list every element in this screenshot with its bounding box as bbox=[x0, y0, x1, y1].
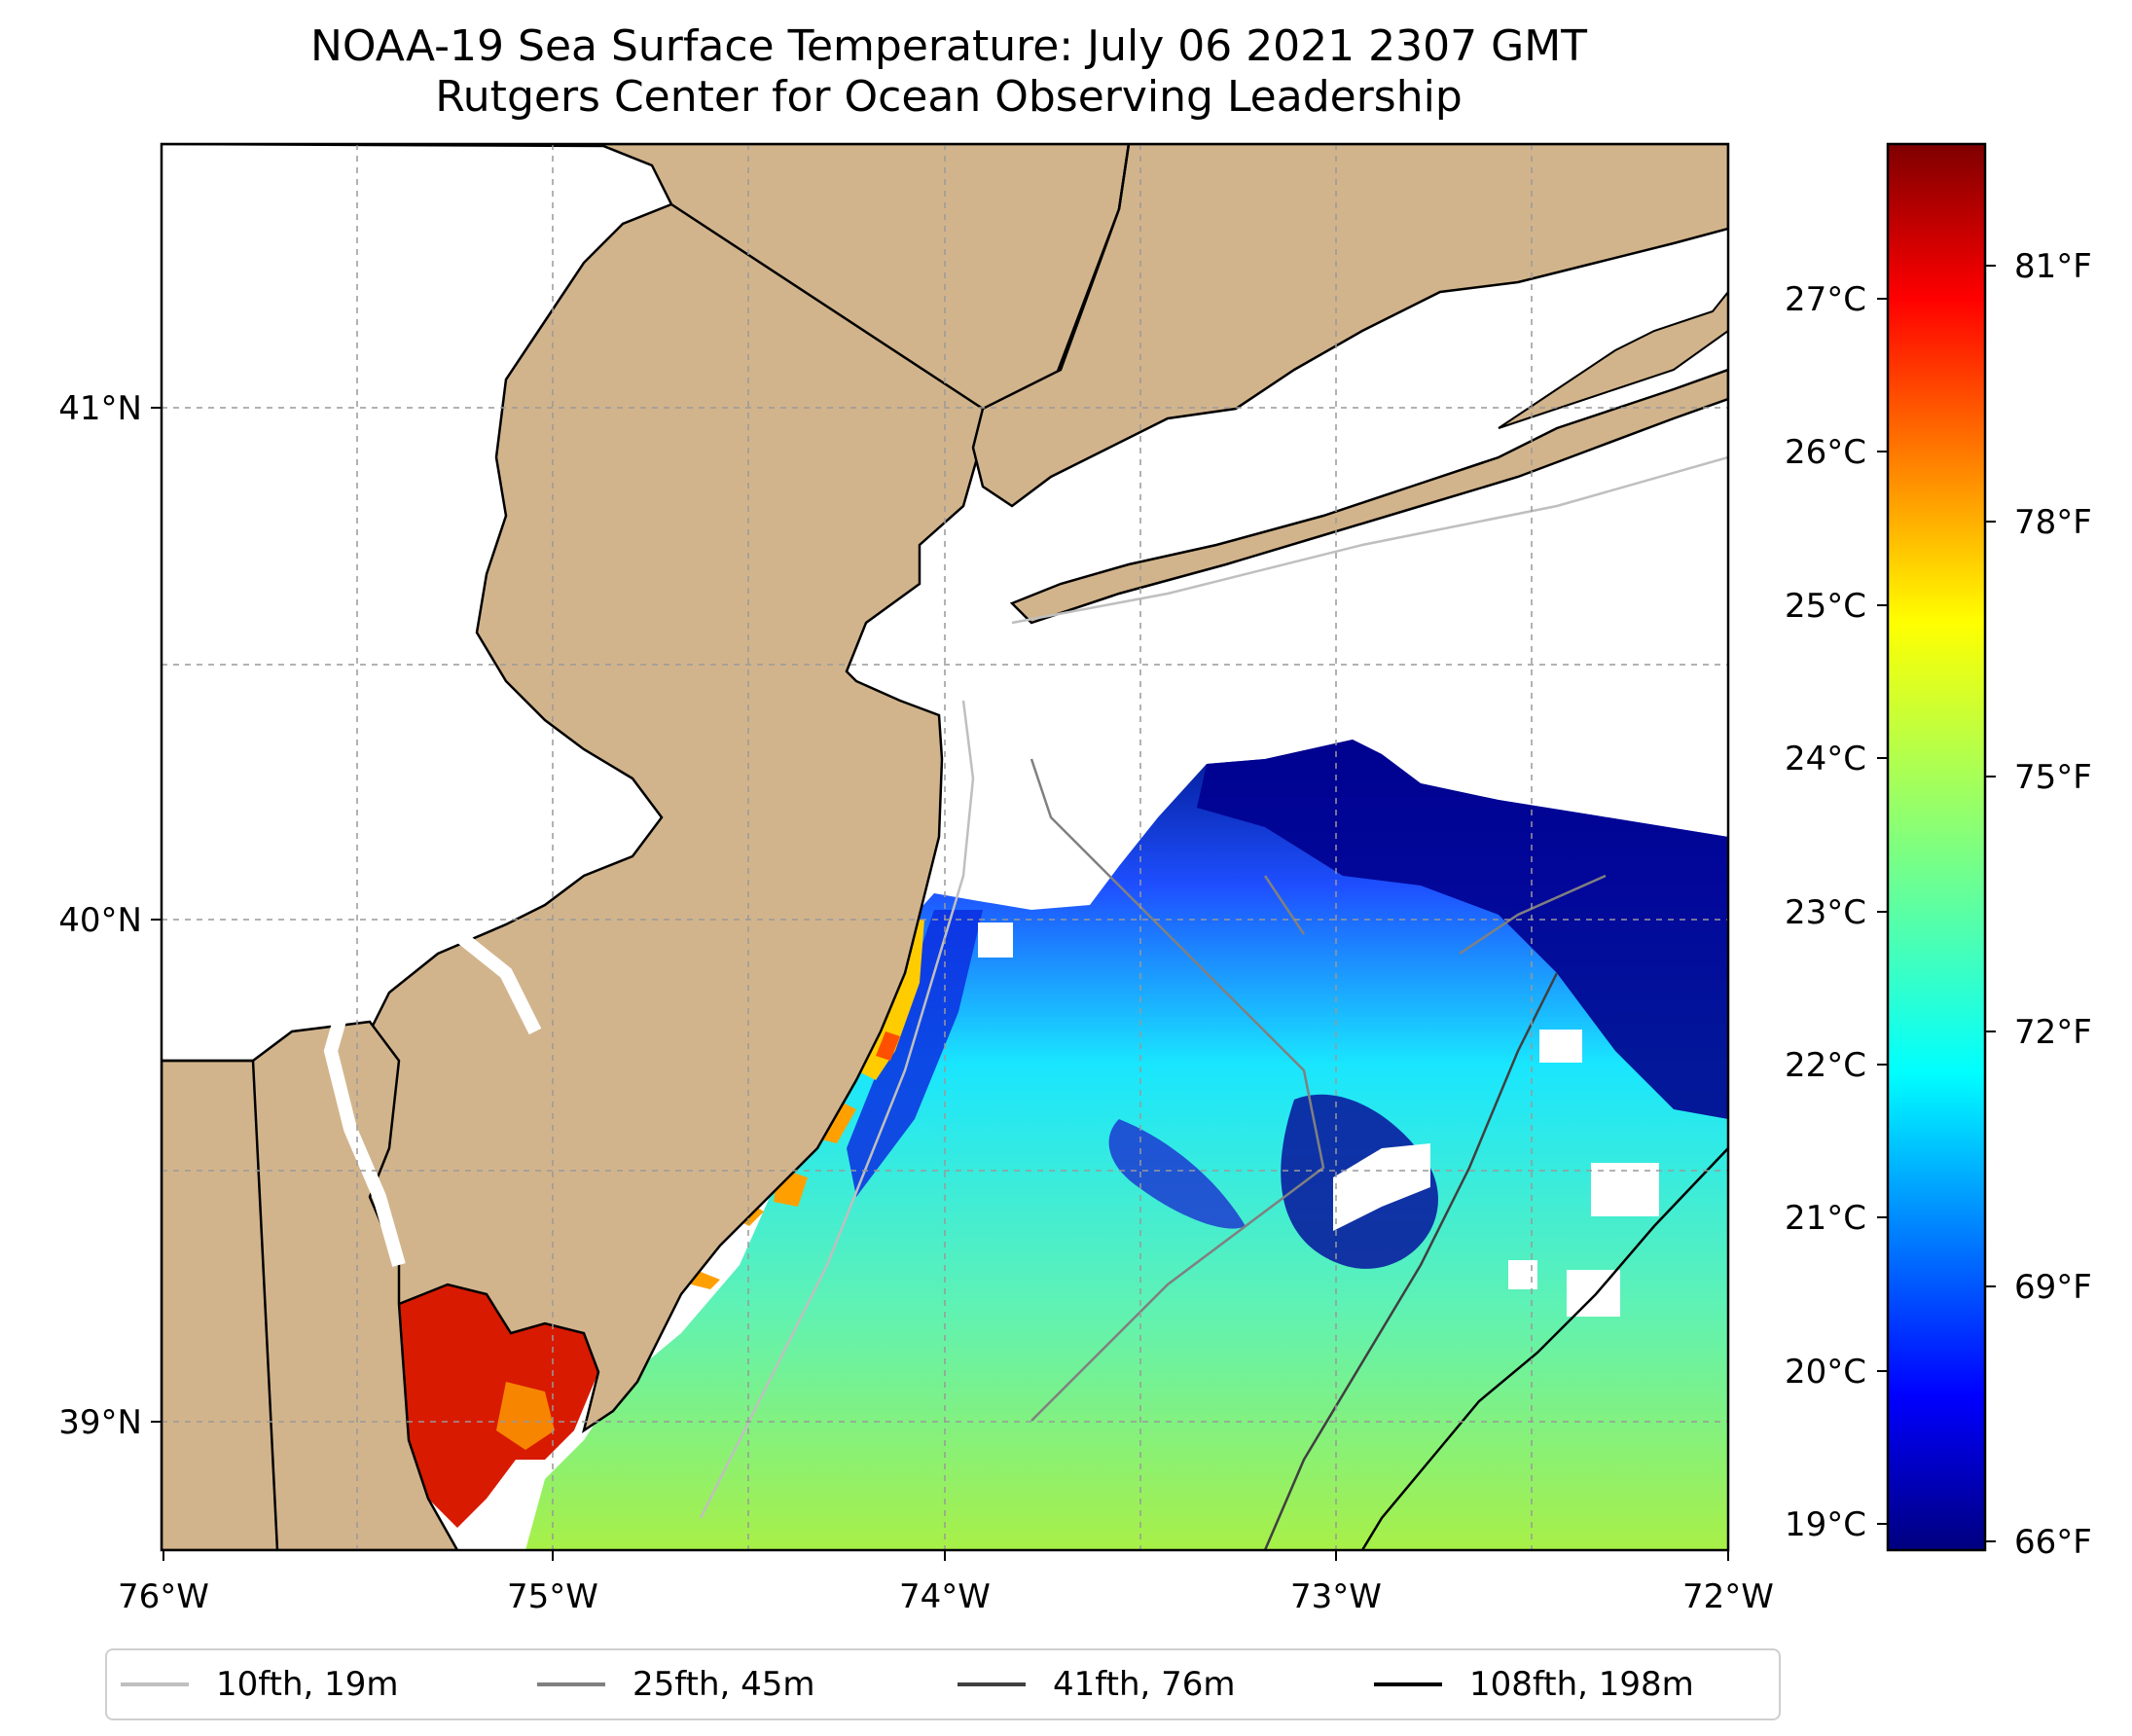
bathymetry-legend: 10fth, 19m 25fth, 45m 41fth, 76m 108fth,… bbox=[105, 1648, 1781, 1720]
no-data-patch bbox=[1333, 1143, 1430, 1231]
contour-108fth bbox=[1360, 1147, 1728, 1550]
colorbar-celsius-label: 27°C bbox=[1785, 280, 1866, 319]
back-bay-warm-water-2 bbox=[876, 1031, 900, 1061]
delaware-bay-warm-water bbox=[399, 1284, 598, 1528]
land-long-island bbox=[1009, 368, 1728, 625]
land-new-york-long-island bbox=[971, 144, 1728, 508]
y-tick-label: 40°N bbox=[58, 901, 142, 940]
legend-label: 25fth, 45m bbox=[632, 1665, 815, 1704]
colorbar-celsius-label: 24°C bbox=[1785, 740, 1866, 778]
delaware-river bbox=[323, 927, 542, 1267]
cold-water-filament bbox=[1108, 1119, 1246, 1229]
y-tick-label: 39°N bbox=[58, 1403, 142, 1442]
no-data-patch bbox=[1508, 1260, 1537, 1289]
map-subtitle: Rutgers Center for Ocean Observing Leade… bbox=[435, 72, 1463, 122]
back-bay-warm-water-3 bbox=[691, 1100, 856, 1289]
cold-water-region bbox=[1197, 740, 1728, 1119]
colorbar-celsius-label: 26°C bbox=[1785, 433, 1866, 472]
colorbar-fahrenheit-label: 69°F bbox=[2014, 1268, 2092, 1307]
legend-label: 10fth, 19m bbox=[216, 1665, 399, 1704]
legend-item-25fth: 25fth, 45m bbox=[537, 1650, 815, 1718]
land-long-island-north bbox=[1498, 290, 1728, 429]
x-tick-label: 72°W bbox=[1682, 1577, 1774, 1616]
legend-label: 41fth, 76m bbox=[1053, 1665, 1236, 1704]
x-tick-label: 73°W bbox=[1290, 1577, 1382, 1616]
legend-swatch bbox=[1374, 1682, 1442, 1686]
legend-item-108fth: 108fth, 198m bbox=[1374, 1650, 1694, 1718]
colorbar-fahrenheit-label: 81°F bbox=[2014, 247, 2092, 286]
contour-25fth bbox=[1030, 758, 1607, 1422]
colorbar-fahrenheit-ticks bbox=[1985, 265, 1996, 1542]
legend-swatch bbox=[537, 1682, 605, 1686]
land-new-jersey-pennsylvania bbox=[162, 144, 1131, 1433]
colorbar-celsius-label: 20°C bbox=[1785, 1353, 1866, 1392]
colorbar-celsius-ticks bbox=[1877, 298, 1888, 1525]
state-boundary bbox=[162, 144, 1131, 1550]
colorbar-celsius-label: 23°C bbox=[1785, 893, 1866, 932]
legend-swatch bbox=[958, 1682, 1026, 1686]
gridlines bbox=[162, 144, 1728, 1550]
x-tick-label: 75°W bbox=[507, 1577, 598, 1616]
colorbar-celsius-label: 25°C bbox=[1785, 587, 1866, 626]
y-axis bbox=[151, 407, 162, 1423]
legend-item-10fth: 10fth, 19m bbox=[121, 1650, 399, 1718]
delaware-bay-mid-water bbox=[496, 1382, 555, 1450]
colorbar-fahrenheit-label: 75°F bbox=[2014, 758, 2092, 797]
contour-41fth bbox=[1263, 972, 1559, 1550]
no-data-patch bbox=[1591, 1163, 1659, 1216]
y-tick-label: 41°N bbox=[58, 389, 142, 428]
colorbar-celsius-label: 21°C bbox=[1785, 1199, 1866, 1238]
legend-swatch bbox=[121, 1682, 189, 1686]
no-data-patch bbox=[978, 922, 1013, 958]
colorbar bbox=[1886, 142, 1987, 1552]
colorbar-fahrenheit-label: 78°F bbox=[2014, 503, 2092, 542]
legend-item-41fth: 41fth, 76m bbox=[958, 1650, 1236, 1718]
cold-water-coastal bbox=[847, 910, 983, 1197]
colorbar-fahrenheit-label: 72°F bbox=[2014, 1013, 2092, 1052]
colorbar-fahrenheit-label: 66°F bbox=[2014, 1523, 2092, 1562]
colorbar-celsius-label: 19°C bbox=[1785, 1505, 1866, 1544]
x-tick-label: 74°W bbox=[899, 1577, 991, 1616]
legend-label: 108fth, 198m bbox=[1469, 1665, 1694, 1704]
map-title: NOAA-19 Sea Surface Temperature: July 06… bbox=[309, 21, 1588, 71]
no-data-patch bbox=[1539, 1030, 1582, 1063]
colorbar-celsius-label: 22°C bbox=[1785, 1046, 1866, 1085]
contour-10fth bbox=[699, 455, 1728, 1519]
x-tick-label: 76°W bbox=[118, 1577, 209, 1616]
map-data-layer bbox=[162, 144, 1728, 1550]
x-axis bbox=[163, 1550, 1729, 1561]
